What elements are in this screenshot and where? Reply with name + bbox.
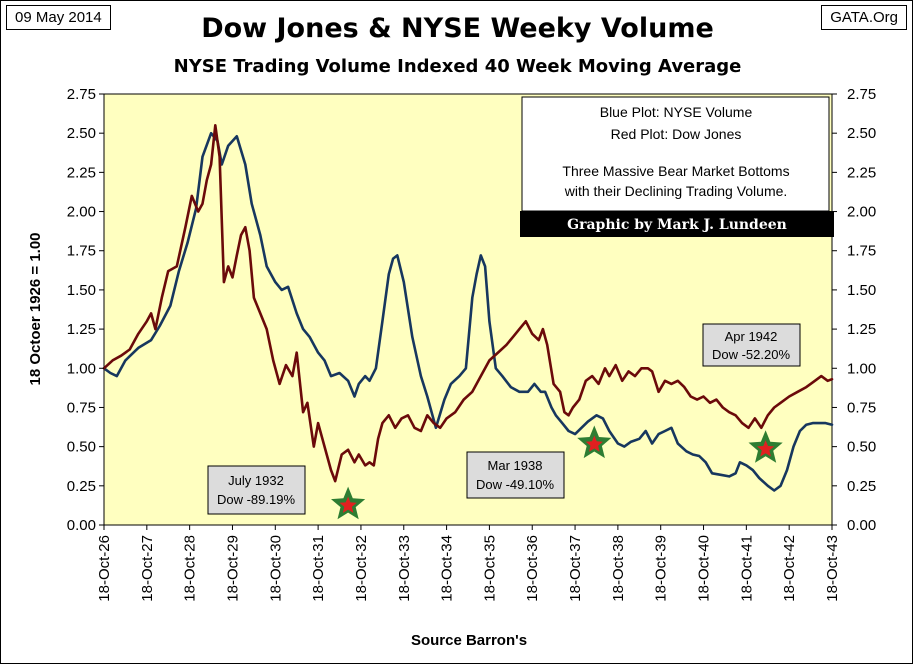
y-tick-label-right: 1.75 [847,243,876,260]
y-tick-label-left: 0.25 [67,478,96,495]
x-tick-label: 18-Oct-34 [439,535,456,602]
y-tick-label-right: 0.00 [847,517,876,534]
y-tick-label-right: 2.00 [847,204,876,221]
y-axis-left: 0.00 0.25 0.50 0.75 1.00 1.25 1.50 1.75 2.00 2.25… [67,86,104,534]
credit-text: Graphic by Mark J. Lundeen [567,217,787,233]
x-tick-label: 18-Oct-29 [224,535,241,602]
callout-1938: Mar 1938 Dow -49.10% [466,451,565,499]
x-tick-label: 18-Oct-30 [267,535,284,602]
callout-1942-change: Dow -52.20% [712,347,790,362]
nyse-volume-line [102,131,834,492]
y-tick-label-left: 1.25 [67,321,96,338]
y-tick-label-right: 2.50 [847,125,876,142]
star-marker-inner-icon [585,435,603,452]
x-tick-label: 18-Oct-36 [524,535,541,602]
marker-layer [331,425,783,520]
x-axis: 18-Oct-26 18-Oct-27 18-Oct-28 18-Oct-29 18-O… [96,525,841,602]
y-tick-label-right: 0.25 [847,478,876,495]
y-tick-label-right: 1.00 [847,360,876,377]
x-tick-label: 18-Oct-35 [481,535,498,602]
callout-1942-date: Apr 1942 [725,329,778,344]
date-label: 09 May 2014 [6,5,111,30]
callout-1938-change: Dow -49.10% [476,477,554,492]
y-tick-label-right: 0.75 [847,399,876,416]
legend-line-4: with their Declining Trading Volume. [564,183,788,199]
legend-line-2: Red Plot: Dow Jones [611,126,742,142]
x-tick-label: 18-Oct-42 [781,535,798,602]
callout-1938-date: Mar 1938 [488,458,543,473]
source-site-label: GATA.Org [821,5,907,30]
y-tick-label-left: 1.50 [67,282,96,299]
star-marker-inner-icon [757,440,775,457]
x-tick-label: 18-Oct-31 [310,535,327,602]
x-tick-label: 18-Oct-37 [567,535,584,602]
x-tick-label: 18-Oct-40 [696,535,713,602]
x-tick-label: 18-Oct-41 [738,535,755,602]
y-tick-label-left: 1.00 [67,360,96,377]
y-tick-label-left: 0.00 [67,517,96,534]
chart-title: Dow Jones & NYSE Weeky Volume [201,13,714,44]
y-axis-right: 0.00 0.25 0.50 0.75 1.00 1.25 1.50 1.75 2.00 2.25… [832,86,876,534]
y-tick-label-right: 1.25 [847,321,876,338]
y-tick-label-left: 2.50 [67,125,96,142]
y-tick-label-right: 2.75 [847,86,876,103]
callout-1932-change: Dow -89.19% [217,492,295,507]
y-tick-label-left: 2.75 [67,86,96,103]
x-tick-label: 18-Oct-28 [182,535,199,602]
star-marker-inner-icon [339,496,357,513]
y-tick-label-left: 0.75 [67,399,96,416]
callout-1932-date: July 1932 [228,473,284,488]
x-tick-label: 18-Oct-38 [610,535,627,602]
legend-line-1: Blue Plot: NYSE Volume [600,104,753,120]
y-tick-label-right: 0.50 [847,439,876,456]
dow-jones-line [102,124,834,483]
x-tick-label: 18-Oct-39 [653,535,670,602]
x-tick-label: 18-Oct-43 [824,535,841,602]
credit-banner [520,211,834,237]
y-tick-label-left: 0.50 [67,439,96,456]
y-tick-label-left: 2.25 [67,164,96,181]
callout-1942: Apr 1942 Dow -52.20% [702,323,801,367]
y-tick-label-right: 1.50 [847,282,876,299]
legend-line-3: Three Massive Bear Market Bottoms [562,163,789,179]
y-tick-label-right: 2.25 [847,164,876,181]
y-tick-label-left: 2.00 [67,204,96,221]
x-tick-label: 18-Oct-32 [353,535,370,602]
chart-subtitle: NYSE Trading Volume Indexed 40 Week Movi… [173,56,742,77]
legend-box: Blue Plot: NYSE Volume Red Plot: Dow Jon… [520,96,834,237]
x-axis-title: Source Barron's [411,632,527,649]
series-layer [102,124,834,492]
y-axis-title: 18 Octoer 1926 = 1.00 [27,232,44,385]
x-tick-label: 18-Oct-27 [139,535,156,602]
x-tick-label: 18-Oct-33 [396,535,413,602]
callout-1932: July 1932 Dow -89.19% [207,465,306,515]
x-tick-label: 18-Oct-26 [96,535,113,602]
y-tick-label-left: 1.75 [67,243,96,260]
